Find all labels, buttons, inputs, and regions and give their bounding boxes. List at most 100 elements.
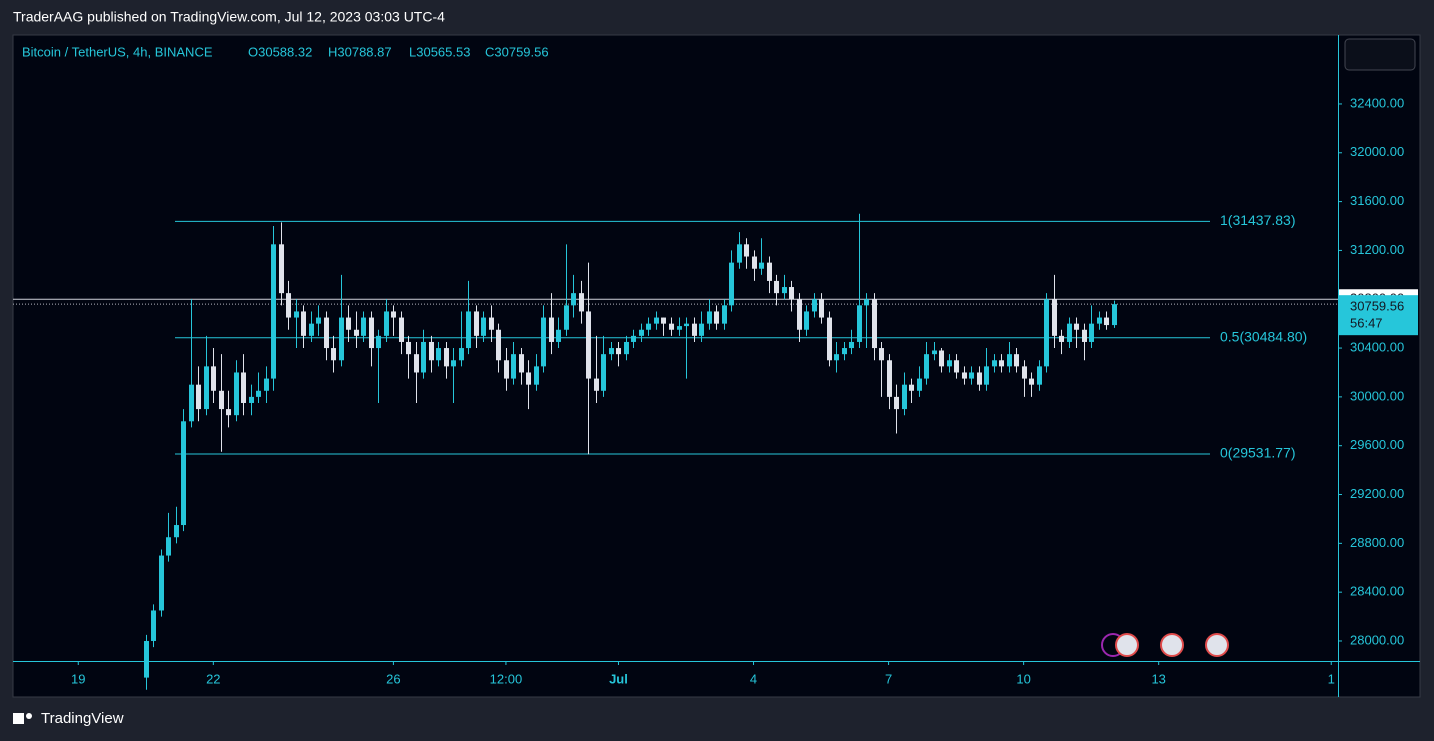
- y-tick-label: 28000.00: [1350, 632, 1404, 647]
- candle-body: [1067, 323, 1072, 342]
- candle-body: [692, 323, 697, 336]
- candle-body: [1014, 354, 1019, 367]
- candle-body: [827, 317, 832, 361]
- candle-body: [204, 366, 209, 410]
- candle-body: [369, 317, 374, 349]
- candle-body: [834, 354, 839, 361]
- event-flag[interactable]: [1205, 633, 1229, 657]
- candle-body: [999, 360, 1004, 367]
- candle-body: [819, 299, 824, 318]
- candle-body: [346, 317, 351, 330]
- logo-mark: [26, 713, 32, 719]
- candle-body: [631, 335, 636, 342]
- candle-body: [376, 335, 381, 349]
- candle-body: [279, 244, 284, 294]
- candle-body: [354, 329, 359, 336]
- legend-open: O30588.32: [248, 44, 312, 59]
- candle-body: [436, 348, 441, 361]
- candle-body: [391, 311, 396, 318]
- last-price-label: 30759.56: [1350, 299, 1404, 314]
- candle-body: [812, 299, 817, 312]
- candle-body: [489, 317, 494, 330]
- candle-body: [556, 329, 561, 342]
- legend-symbol: Bitcoin / TetherUS, 4h, BINANCE: [22, 44, 213, 59]
- candle-body: [1022, 366, 1027, 379]
- candle-body: [609, 348, 614, 355]
- candle-body: [917, 378, 922, 391]
- legend-low: L30565.53: [409, 44, 470, 59]
- last-price-tag: [1339, 295, 1418, 336]
- events: [1101, 633, 1229, 657]
- candle-body: [309, 323, 314, 336]
- candle-body: [729, 262, 734, 306]
- candle-body: [909, 384, 914, 391]
- candle-body: [1097, 317, 1102, 324]
- fib-level-label: 0.5(30484.80): [1220, 328, 1307, 344]
- candle-body: [857, 305, 862, 342]
- candle-body: [249, 396, 254, 403]
- candle-body: [1052, 299, 1057, 336]
- candle-body: [707, 311, 712, 324]
- candle-body: [594, 378, 599, 391]
- candle-body: [624, 341, 629, 355]
- candle-body: [1082, 329, 1087, 342]
- candle-body: [331, 348, 336, 361]
- candle-body: [962, 372, 967, 379]
- candle-body: [166, 537, 171, 556]
- candle-body: [444, 348, 449, 367]
- candle-body: [1104, 317, 1109, 326]
- candle-body: [744, 244, 749, 257]
- candle-body: [887, 360, 892, 397]
- chart-panel: [12, 34, 1421, 698]
- candle-body: [894, 396, 899, 410]
- candle-body: [1089, 323, 1094, 342]
- candle-body: [414, 354, 419, 373]
- logo: TradingView: [13, 710, 124, 727]
- candle-body: [616, 348, 621, 355]
- fib-level-label: 0(29531.77): [1220, 445, 1296, 461]
- header-text: TraderAAG published on TradingView.com, …: [13, 9, 445, 25]
- candle-body: [752, 256, 757, 269]
- candle-body: [1059, 335, 1064, 342]
- candle-body: [144, 640, 149, 678]
- candle-body: [286, 293, 291, 318]
- settings-box[interactable]: [1344, 38, 1416, 71]
- candle-body: [789, 287, 794, 300]
- candle-body: [902, 384, 907, 410]
- candle-body: [759, 262, 764, 269]
- candle-body: [534, 366, 539, 385]
- candle-body: [159, 555, 164, 611]
- candle-body: [992, 360, 997, 367]
- candle-body: [466, 311, 471, 349]
- candle-body: [1037, 366, 1042, 385]
- x-tick-label: 12:00: [490, 671, 523, 686]
- candle-body: [939, 350, 944, 367]
- candle-body: [684, 323, 689, 327]
- candle-body: [226, 409, 231, 416]
- candle-body: [451, 360, 456, 367]
- candles: [144, 213, 1117, 690]
- event-flag[interactable]: [1115, 633, 1139, 657]
- x-tick-label: 4: [750, 671, 757, 686]
- candle-body: [256, 390, 261, 397]
- candle-body: [586, 311, 591, 379]
- candle-body: [571, 293, 576, 306]
- candle-body: [947, 360, 952, 367]
- x-tick-label: 7: [885, 671, 892, 686]
- candle-body: [151, 610, 156, 641]
- candle-body: [324, 317, 329, 349]
- candle-body: [639, 329, 644, 336]
- x-tick-label: 26: [386, 671, 400, 686]
- x-tick-label: 13: [1151, 671, 1165, 686]
- y-tick-label: 32000.00: [1350, 144, 1404, 159]
- candle-body: [474, 311, 479, 336]
- candle-body: [264, 378, 269, 391]
- event-flag[interactable]: [1160, 633, 1184, 657]
- candle-body: [301, 311, 306, 336]
- candle-body: [969, 372, 974, 379]
- candle-body: [579, 293, 584, 312]
- candle-body: [271, 244, 276, 379]
- candle-body: [234, 372, 239, 416]
- legend-high: H30788.87: [328, 44, 392, 59]
- candle-body: [669, 323, 674, 330]
